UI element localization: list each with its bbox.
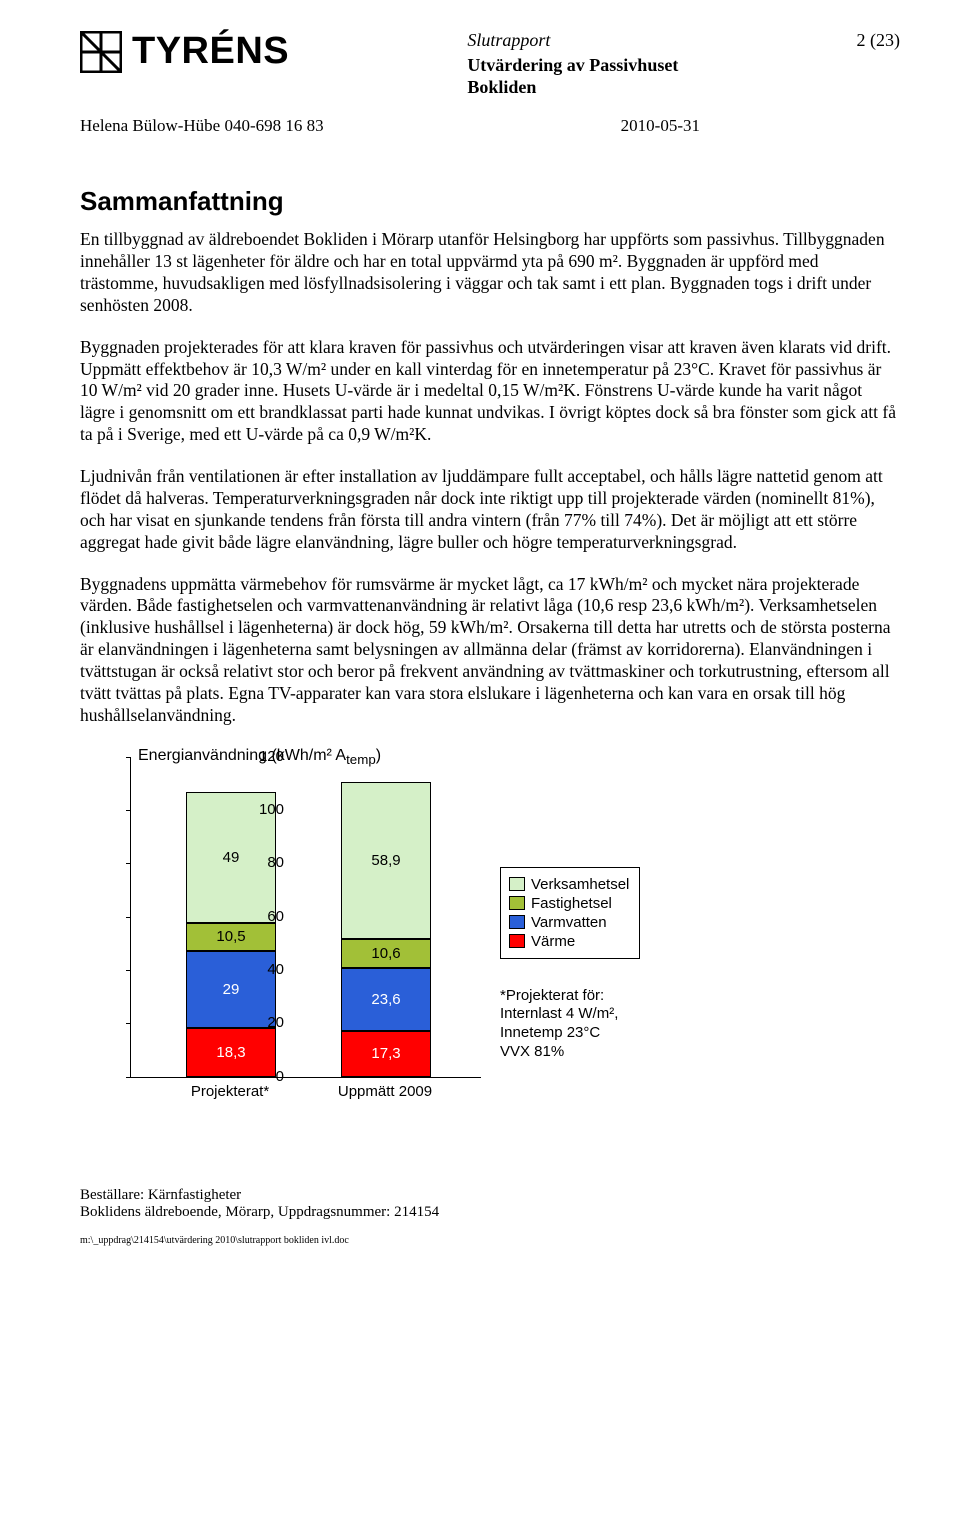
- section-title: Sammanfattning: [80, 186, 900, 217]
- ytick-label: 60: [244, 908, 284, 925]
- logo-text: TYRÉNS: [132, 30, 289, 73]
- footer-path: m:\_uppdrag\214154\utvärdering 2010\slut…: [80, 1235, 900, 1246]
- legend-row: Värme: [509, 933, 629, 950]
- header-subtitle-2: Bokliden: [467, 77, 678, 99]
- legend-swatch: [509, 915, 525, 929]
- legend-row: Verksamhetsel: [509, 876, 629, 893]
- chart-note-line: Innetemp 23°C: [500, 1024, 618, 1043]
- legend-label: Värme: [531, 933, 575, 950]
- paragraph: Byggnadens uppmätta värmebehov för rumsv…: [80, 574, 900, 727]
- xlabel: Projekterat*: [170, 1083, 290, 1100]
- chart-note-line: *Projekterat för:: [500, 987, 618, 1006]
- plot-area: 4910,52918,3 58,910,623,617,3: [130, 757, 481, 1078]
- bar-segment: 17,3: [341, 1031, 431, 1077]
- footer-line-2: Boklidens äldreboende, Mörarp, Uppdragsn…: [80, 1204, 900, 1221]
- bar-segment: 10,6: [341, 939, 431, 967]
- ytick-label: 40: [244, 961, 284, 978]
- footer-line-1: Beställare: Kärnfastigheter: [80, 1187, 900, 1204]
- header-date: 2010-05-31: [621, 116, 700, 136]
- legend-swatch: [509, 877, 525, 891]
- legend-label: Fastighetsel: [531, 895, 612, 912]
- bar-group: 4910,52918,3: [186, 792, 276, 1077]
- legend-row: Fastighetsel: [509, 895, 629, 912]
- chart-legend: Verksamhetsel Fastighetsel Varmvatten Värme: [500, 867, 640, 959]
- bar-segment: 58,9: [341, 782, 431, 939]
- report-label: Slutrapport: [467, 30, 678, 51]
- legend-label: Verksamhetsel: [531, 876, 629, 893]
- page: TYRÉNS Slutrapport Utvärdering av Passiv…: [0, 0, 960, 1286]
- legend-row: Varmvatten: [509, 914, 629, 931]
- tyrens-logo-icon: [80, 31, 122, 73]
- header-subtitle-1: Utvärdering av Passivhuset: [467, 55, 678, 77]
- header-row: TYRÉNS Slutrapport Utvärdering av Passiv…: [80, 30, 900, 98]
- legend-swatch: [509, 896, 525, 910]
- xlabel: Uppmätt 2009: [325, 1083, 445, 1100]
- body-text: En tillbyggnad av äldreboendet Bokliden …: [80, 229, 900, 727]
- paragraph: Byggnaden projekterades för att klara kr…: [80, 337, 900, 446]
- chart-note: *Projekterat för:Internlast 4 W/m²,Innet…: [500, 987, 618, 1062]
- page-number: 2 (23): [856, 30, 900, 51]
- ytick-label: 20: [244, 1014, 284, 1031]
- bar-segment: 23,6: [341, 968, 431, 1031]
- bar-segment: 10,5: [186, 923, 276, 951]
- logo: TYRÉNS: [80, 30, 289, 73]
- legend-label: Varmvatten: [531, 914, 607, 931]
- ytick-label: 80: [244, 854, 284, 871]
- paragraph: Ljudnivån från ventilationen är efter in…: [80, 466, 900, 554]
- ytick-label: 120: [244, 748, 284, 765]
- chart-note-line: VVX 81%: [500, 1043, 618, 1062]
- header-center: Slutrapport Utvärdering av Passivhuset B…: [467, 30, 678, 98]
- subheader: Helena Bülow-Hübe 040-698 16 83 2010-05-…: [80, 116, 900, 136]
- paragraph: En tillbyggnad av äldreboendet Bokliden …: [80, 229, 900, 317]
- footer: Beställare: Kärnfastigheter Boklidens äl…: [80, 1187, 900, 1246]
- chart-note-line: Internlast 4 W/m²,: [500, 1005, 618, 1024]
- author-line: Helena Bülow-Hübe 040-698 16 83: [80, 116, 324, 136]
- bar-group: 58,910,623,617,3: [341, 782, 431, 1076]
- legend-swatch: [509, 934, 525, 948]
- energy-chart: Energianvändning (kWh/m² Atemp) 4910,529…: [80, 747, 640, 1127]
- ytick-label: 100: [244, 801, 284, 818]
